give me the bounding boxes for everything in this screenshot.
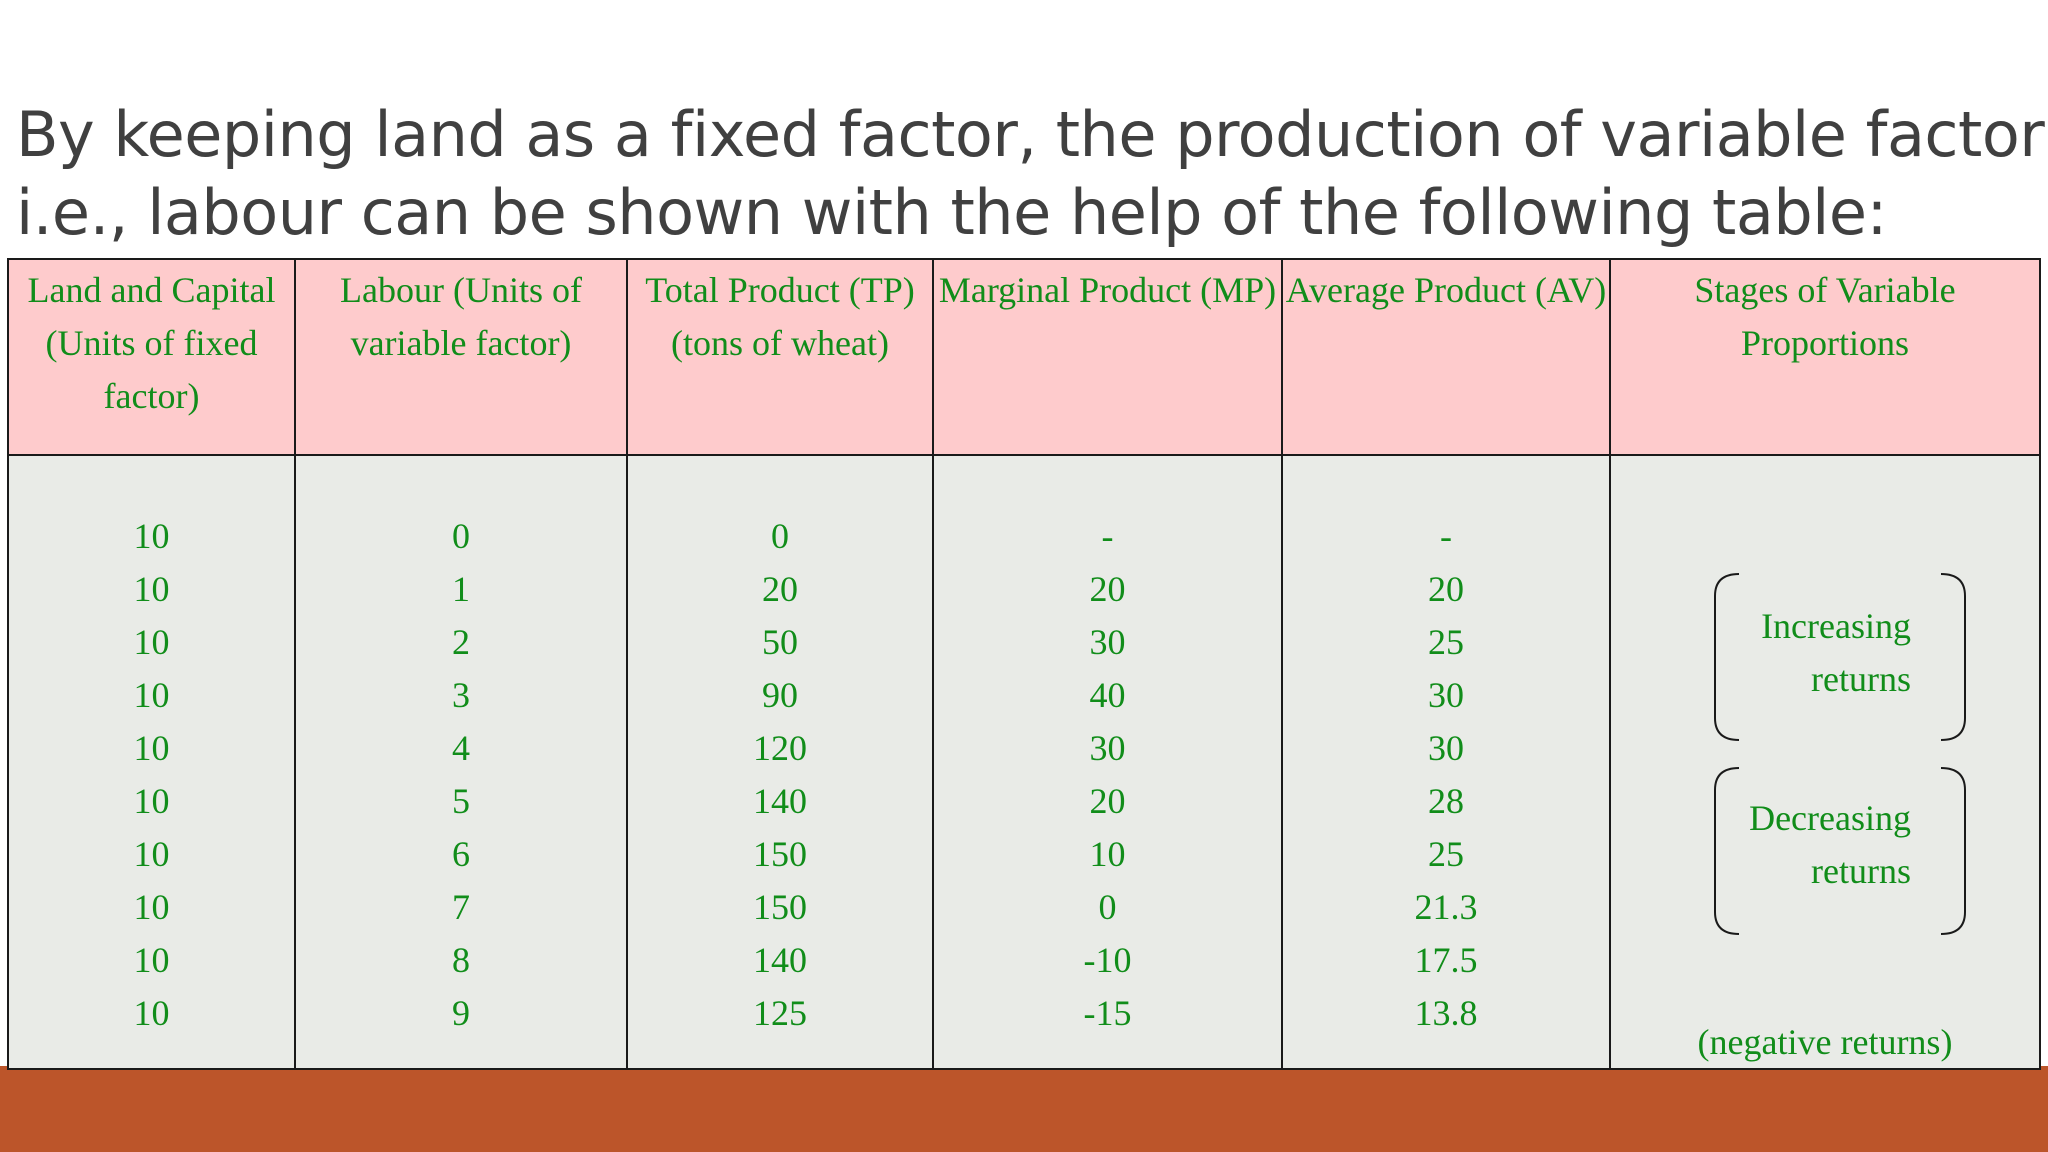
right-bracket-icon [1940, 767, 1966, 935]
cell-land-capital: 10 [133, 940, 170, 980]
header-average-product: Average Product (AV) [1281, 258, 1611, 456]
stage-increasing-label-1: Increasing [1761, 606, 1911, 646]
cell-average-product: 20 [1428, 569, 1464, 609]
cell-labour: 0 [452, 516, 470, 556]
stage-decreasing-label-2: returns [1811, 851, 1911, 891]
left-bracket-icon [1714, 767, 1740, 935]
slide-title-line-1: By keeping land as a fixed factor, the p… [16, 98, 2045, 171]
column-marginal-product: - 20 30 40 30 20 10 0 -10 -15 [932, 454, 1283, 1070]
cell-labour: 1 [452, 569, 470, 609]
header-labour: Labour (Units of variable factor) [294, 258, 628, 456]
cell-land-capital: 10 [133, 569, 170, 609]
column-average-product: - 20 25 30 30 28 25 21.3 17.5 13.8 [1281, 454, 1611, 1070]
cell-total-product: 150 [753, 834, 807, 874]
stage-increasing: Increasing returns [1611, 572, 2039, 741]
cell-average-product: 30 [1428, 728, 1464, 768]
cell-labour: 3 [452, 675, 470, 715]
cell-land-capital: 10 [133, 887, 170, 927]
column-labour: 0 1 2 3 4 5 6 7 8 9 [294, 454, 628, 1070]
cell-marginal-product: - [1101, 516, 1114, 556]
cell-labour: 4 [452, 728, 470, 768]
cell-total-product: 140 [753, 781, 807, 821]
cell-land-capital: 10 [133, 781, 170, 821]
left-bracket-icon [1714, 573, 1740, 741]
cell-labour: 5 [452, 781, 470, 821]
cell-average-product: 28 [1428, 781, 1464, 821]
header-land-capital: Land and Capital (Units of fixed factor) [7, 258, 296, 456]
production-table: Land and Capital (Units of fixed factor)… [7, 258, 2041, 1070]
table-body-row: 10 10 10 10 10 10 10 10 10 10 0 1 2 3 4 … [7, 454, 2041, 1070]
cell-total-product: 125 [753, 993, 807, 1033]
column-stages: Increasing returns Decreasing returns [1609, 454, 2041, 1070]
stage-decreasing: Decreasing returns [1611, 766, 2039, 935]
cell-land-capital: 10 [133, 993, 170, 1033]
cell-labour: 2 [452, 622, 470, 662]
slide-title: By keeping land as a fixed factor, the p… [16, 96, 2045, 252]
cell-marginal-product: -10 [1083, 940, 1132, 980]
cell-marginal-product: 0 [1098, 887, 1117, 927]
column-land-capital: 10 10 10 10 10 10 10 10 10 10 [7, 454, 296, 1070]
cell-marginal-product: -15 [1083, 993, 1132, 1033]
cell-marginal-product: 30 [1089, 728, 1126, 768]
cell-average-product: 17.5 [1414, 940, 1478, 980]
cell-total-product: 140 [753, 940, 807, 980]
header-stages: Stages of Variable Proportions [1609, 258, 2041, 456]
stage-negative: (negative returns) [1697, 1022, 1953, 1062]
table-header-row: Land and Capital (Units of fixed factor)… [7, 258, 2041, 456]
cell-labour: 9 [452, 993, 470, 1033]
cell-total-product: 20 [762, 569, 798, 609]
cell-average-product: - [1440, 516, 1452, 556]
right-bracket-icon [1940, 573, 1966, 741]
cell-marginal-product: 20 [1089, 781, 1126, 821]
cell-average-product: 21.3 [1414, 887, 1478, 927]
column-total-product: 0 20 50 90 120 140 150 150 140 125 [626, 454, 934, 1070]
header-marginal-product: Marginal Product (MP) [932, 258, 1283, 456]
stage-decreasing-label-1: Decreasing [1749, 798, 1911, 838]
cell-land-capital: 10 [133, 675, 170, 715]
header-total-product: Total Product (TP) (tons of wheat) [626, 258, 934, 456]
stage-increasing-label-2: returns [1811, 659, 1911, 699]
cell-labour: 6 [452, 834, 470, 874]
bottom-accent-bar [0, 1066, 2048, 1152]
cell-marginal-product: 30 [1089, 622, 1126, 662]
cell-average-product: 30 [1428, 675, 1464, 715]
cell-total-product: 50 [762, 622, 798, 662]
cell-land-capital: 10 [133, 516, 170, 556]
cell-total-product: 0 [771, 516, 789, 556]
cell-total-product: 120 [753, 728, 807, 768]
cell-marginal-product: 10 [1089, 834, 1126, 874]
slide-title-line-2: i.e., labour can be shown with the help … [16, 176, 1887, 249]
cell-average-product: 25 [1428, 834, 1464, 874]
cell-marginal-product: 20 [1089, 569, 1126, 609]
cell-labour: 8 [452, 940, 470, 980]
cell-land-capital: 10 [133, 622, 170, 662]
cell-total-product: 150 [753, 887, 807, 927]
cell-labour: 7 [452, 887, 470, 927]
cell-average-product: 13.8 [1414, 993, 1478, 1033]
cell-land-capital: 10 [133, 834, 170, 874]
cell-total-product: 90 [762, 675, 798, 715]
cell-average-product: 25 [1428, 622, 1464, 662]
cell-marginal-product: 40 [1089, 675, 1126, 715]
cell-land-capital: 10 [133, 728, 170, 768]
